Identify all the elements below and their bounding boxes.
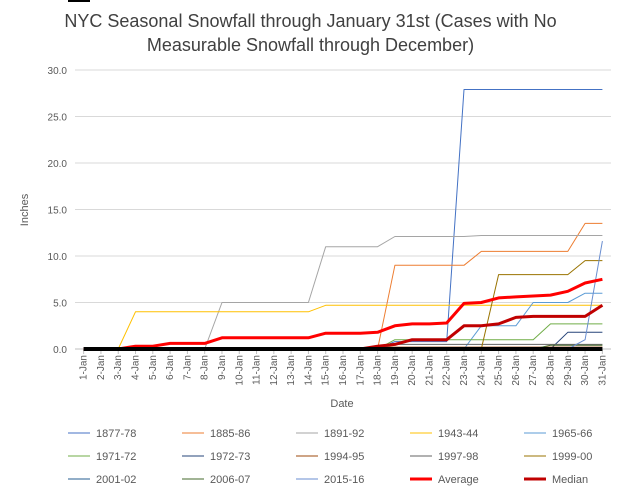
x-axis-ticks: 1-Jan 2-Jan 3-Jan 4-Jan 5-Jan 6-Jan 7-Jan 8-Jan… (79, 349, 608, 386)
legend-entry: 1972-73 (182, 451, 250, 463)
x-tick-label: 30-Jan (580, 355, 591, 386)
legend-entry: 2001-02 (68, 474, 136, 486)
legend-label: 1971-72 (96, 451, 136, 463)
legend-entry: 1994-95 (296, 451, 364, 463)
x-tick-label: 5-Jan (148, 355, 159, 380)
x-tick-label: 11-Jan (252, 355, 263, 385)
y-axis-label: Inches (19, 193, 31, 226)
legend-entry: 1943-44 (410, 428, 478, 440)
legend-label: 1972-73 (210, 451, 250, 463)
legend-entry: 2006-07 (182, 474, 250, 486)
x-tick-label: 14-Jan (303, 355, 314, 386)
x-tick-label: 1-Jan (79, 355, 90, 380)
x-tick-label: 21-Jan (424, 355, 435, 386)
legend-entry: 2015-16 (296, 474, 364, 486)
legend-entry: 2022-2023 (68, 0, 149, 3)
y-tick-label: 5.0 (53, 299, 67, 310)
legend-entry: 1999-00 (524, 451, 592, 463)
x-tick-label: 19-Jan (390, 355, 401, 386)
y-axis-ticks: 0.0 5.0 10.0 15.0 20.0 25.0 30.0 (48, 66, 68, 356)
x-tick-label: 20-Jan (407, 355, 418, 386)
legend-label: 1999-00 (552, 451, 592, 463)
chart-title: NYC Seasonal Snowfall through January 31… (64, 11, 556, 55)
y-tick-label: 0.0 (53, 345, 67, 356)
legend-label: 1885-86 (210, 428, 250, 440)
x-tick-label: 7-Jan (182, 355, 193, 380)
series-lines (83, 89, 604, 351)
series-line-1877-78 (83, 89, 603, 350)
chart-title-line-1: NYC Seasonal Snowfall through January 31… (64, 11, 556, 31)
series-line-1943-44 (83, 304, 603, 350)
x-tick-label: 29-Jan (563, 355, 574, 386)
x-tick-label: 18-Jan (373, 355, 384, 386)
x-tick-label: 25-Jan (494, 355, 505, 386)
legend-label: 1877-78 (96, 428, 136, 440)
x-tick-label: 17-Jan (355, 355, 366, 386)
x-tick-label: 3-Jan (113, 355, 124, 380)
legend-label: 1943-44 (438, 428, 478, 440)
series-line-1885-86 (83, 222, 603, 350)
x-tick-label: 12-Jan (269, 355, 280, 386)
x-tick-label: 6-Jan (165, 355, 176, 380)
legend-label: 2001-02 (96, 474, 136, 486)
legend-entry: 1997-98 (410, 451, 478, 463)
legend-entry: 1971-72 (68, 451, 136, 463)
legend-entry: 1877-78 (68, 428, 136, 440)
legend-label: 1997-98 (438, 451, 478, 463)
legend-entry: Average (410, 474, 479, 486)
legend-label: 2015-16 (324, 474, 364, 486)
legend-label: 1965-66 (552, 428, 592, 440)
x-tick-label: 2-Jan (96, 355, 107, 380)
x-tick-label: 26-Jan (511, 355, 522, 386)
y-tick-label: 30.0 (48, 66, 68, 77)
x-tick-label: 8-Jan (200, 355, 211, 380)
series-line-1972-73 (83, 331, 603, 350)
legend-label: 1891-92 (324, 428, 364, 440)
x-tick-label: 31-Jan (597, 355, 608, 386)
legend: 1877-78 1885-86 1891-92 1943-44 1965-66 1971-… (68, 0, 592, 486)
x-axis-label: Date (330, 398, 353, 410)
gridlines (75, 69, 611, 350)
legend-entry: 1891-92 (296, 428, 364, 440)
x-tick-label: 28-Jan (545, 355, 556, 386)
x-tick-label: 24-Jan (476, 355, 487, 386)
x-tick-label: 23-Jan (459, 355, 470, 386)
legend-entry: Median (524, 474, 588, 486)
legend-label: 1994-95 (324, 451, 364, 463)
y-tick-label: 20.0 (48, 159, 68, 170)
y-tick-label: 25.0 (48, 113, 68, 124)
y-tick-label: 15.0 (48, 206, 68, 217)
y-tick-label: 10.0 (48, 252, 68, 263)
series-line-Average (83, 277, 603, 351)
x-tick-label: 15-Jan (321, 355, 332, 386)
x-tick-label: 4-Jan (131, 355, 142, 380)
x-tick-label: 10-Jan (234, 355, 245, 386)
series-line-1965-66 (83, 292, 603, 350)
legend-label: Median (552, 474, 588, 486)
x-tick-label: 13-Jan (286, 355, 297, 386)
x-tick-label: 9-Jan (217, 355, 228, 380)
legend-entry: 1965-66 (524, 428, 592, 440)
legend-label: 2022-2023 (96, 0, 149, 3)
x-tick-label: 22-Jan (442, 355, 453, 386)
chart-title-line-2: Measurable Snowfall through December) (147, 35, 474, 55)
legend-label: 2006-07 (210, 474, 250, 486)
legend-label: Average (438, 474, 479, 486)
x-tick-label: 27-Jan (528, 355, 539, 386)
x-tick-label: 16-Jan (338, 355, 349, 386)
legend-entry: 1885-86 (182, 428, 250, 440)
